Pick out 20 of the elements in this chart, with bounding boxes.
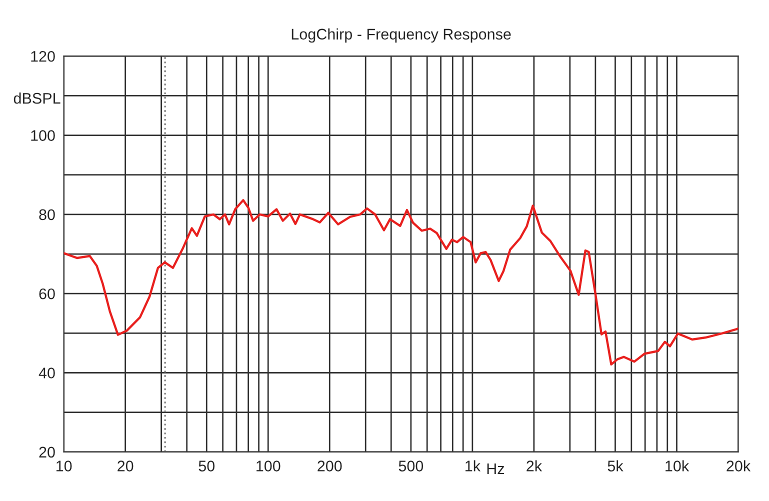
x-tick-label: 10	[56, 460, 72, 472]
x-tick-label: 5k	[608, 460, 624, 472]
x-tick-label: 500	[398, 460, 424, 472]
x-tick-label: 1k	[466, 460, 481, 472]
x-tick-label: 2k	[526, 460, 542, 472]
y-tick-label: 20	[39, 446, 55, 458]
x-tick-label: 100	[256, 460, 280, 472]
y-tick-label: 120	[31, 50, 55, 62]
x-tick-label: 20k	[726, 460, 751, 472]
y-tick-label: 80	[39, 209, 55, 220]
x-axis-title: Hz	[487, 464, 504, 474]
x-tick-label: 10k	[666, 460, 690, 472]
x-tick-label: 50	[198, 460, 215, 472]
y-tick-label: 60	[39, 288, 55, 300]
y-axis-title: dBSPL	[14, 92, 60, 104]
chart-title: LogChirp - Frequency Response	[292, 28, 511, 43]
y-tick-label: 100	[31, 130, 55, 141]
y-tick-label: 40	[38, 368, 55, 378]
x-tick-label: 20	[118, 460, 134, 472]
x-tick-label: 200	[318, 460, 342, 472]
